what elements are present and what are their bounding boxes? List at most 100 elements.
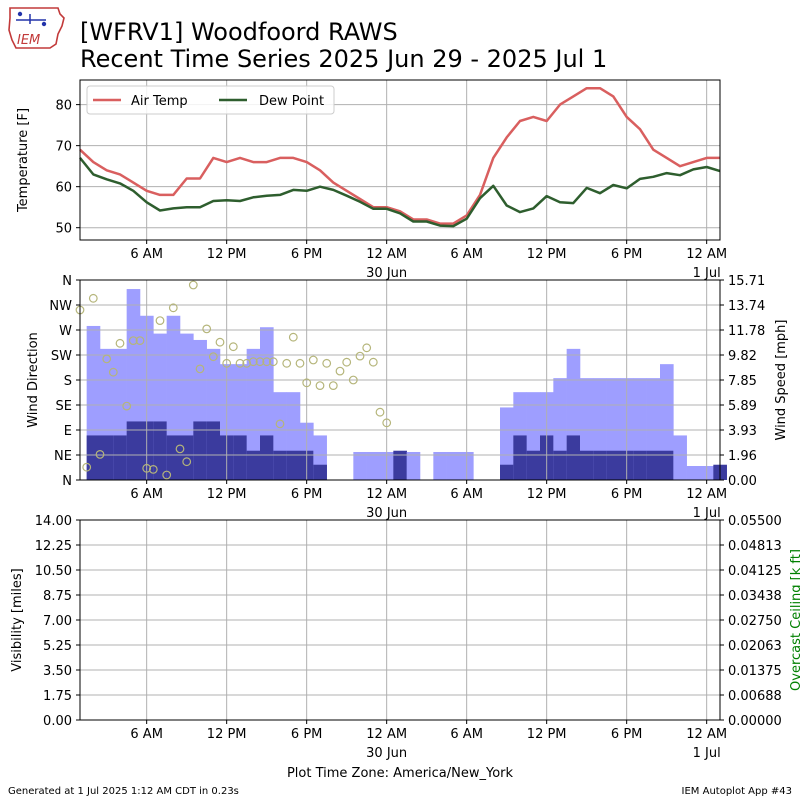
y-tick-label: SE (56, 399, 72, 414)
wind-direction-point (142, 463, 152, 473)
gust-bar (406, 451, 421, 480)
speed-bar (593, 450, 607, 480)
y-axis-label: Visibility [miles] (10, 568, 25, 671)
y2-tick-label: 3.93 (728, 424, 757, 439)
wind-direction-point (162, 470, 172, 480)
x-tick-label: 12 PM (527, 727, 567, 742)
speed-bar (646, 450, 661, 480)
y2-axis-label: Overcast Ceiling [k ft] (789, 549, 800, 691)
x-tick-label: 12 PM (527, 247, 567, 262)
y-tick-label: 1.75 (43, 689, 72, 704)
y2-tick-label: 9.82 (728, 349, 757, 364)
y-tick-label: 3.50 (43, 664, 72, 679)
speed-bar (500, 464, 514, 480)
wind-direction-point (368, 357, 378, 367)
series-line-dew-point (79, 157, 721, 228)
y-tick-label: 60 (55, 181, 72, 196)
x-tick-sublabel: 30 Jun (366, 266, 407, 281)
legend-label-air-temp: Air Temp (131, 94, 188, 109)
wind-direction-point (168, 303, 178, 313)
wind-direction-point (148, 465, 158, 474)
app-note: IEM Autoplot App #43 (682, 786, 792, 797)
y-tick-label: 50 (55, 222, 72, 237)
x-tick-sublabel: 30 Jun (366, 506, 407, 521)
y2-tick-label: 0.02063 (728, 639, 782, 654)
iem-logo-text: IEM (17, 33, 40, 48)
y2-tick-label: 0.03438 (728, 589, 782, 604)
x-tick-label: 6 AM (450, 247, 483, 262)
generated-note: Generated at 1 Jul 2025 1:12 AM CDT in 0… (8, 786, 239, 797)
wind-direction-point (128, 336, 138, 346)
wind-direction-point (248, 357, 258, 367)
y-tick-label: NE (54, 449, 72, 464)
wind-direction-point (282, 358, 292, 368)
y2-tick-label: 0.00 (728, 474, 757, 489)
y-axis-label: Wind Direction (26, 332, 41, 428)
wind-direction-point (242, 358, 252, 368)
speed-bar (126, 421, 141, 480)
x-tick-label: 6 PM (291, 487, 322, 502)
gust-bar (353, 451, 367, 480)
wind-direction-point (215, 337, 225, 347)
y-tick-label: 70 (55, 140, 72, 155)
wind-direction-point (342, 357, 352, 367)
x-tick-sublabel: 1 Jul (693, 266, 721, 281)
speed-bar (286, 450, 301, 480)
wind-direction-point (175, 444, 185, 454)
wind-direction-point (228, 342, 238, 352)
gust-bar (366, 451, 381, 480)
wind-direction-point (275, 419, 285, 429)
y-tick-label: 12.25 (35, 539, 72, 554)
speed-bar (166, 435, 181, 480)
wind-panel: 6 AM 12 PM 6 PM 12 AM 30 Jun 6 AM 12 PM 6 PM 12 … (26, 274, 789, 521)
wind-direction-point (115, 338, 125, 348)
wind-direction-point (88, 293, 98, 303)
x-tick-label: 12 AM (686, 487, 727, 502)
speed-bar (526, 450, 541, 480)
y-tick-label: 14.00 (35, 514, 72, 529)
speed-bar (633, 450, 647, 480)
wind-direction-point (82, 462, 92, 472)
y2-tick-label: 0.04813 (728, 539, 782, 554)
x-tick-label: 12 PM (207, 247, 247, 262)
y2-tick-label: 5.89 (728, 399, 757, 414)
wind-direction-point (375, 407, 385, 417)
wind-direction-point (102, 354, 112, 364)
wind-direction-point (308, 355, 318, 365)
wind-direction-point (255, 357, 265, 367)
y2-tick-label: 0.05500 (728, 514, 782, 529)
gust-bar (673, 435, 687, 480)
wind-direction-point (122, 401, 132, 411)
x-tick-label: 12 AM (366, 487, 407, 502)
wind-direction-point (202, 324, 212, 334)
x-tick-label: 6 AM (130, 247, 163, 262)
y-tick-label: 5.25 (43, 639, 72, 654)
wind-direction-point (348, 375, 358, 385)
y-axis-label: Temperature [F] (16, 108, 31, 213)
x-tick-label: 6 PM (291, 247, 322, 262)
speed-bar (580, 450, 594, 480)
speed-bar (313, 464, 327, 480)
y2-tick-label: 1.96 (728, 449, 757, 464)
speed-bar (246, 450, 261, 480)
wind-direction-point (108, 367, 118, 377)
speed-bar (393, 450, 407, 480)
speed-bar (553, 450, 567, 480)
y-tick-label: 8.75 (43, 589, 72, 604)
y-tick-label: 80 (55, 99, 72, 114)
speed-bar (193, 421, 207, 480)
y-tick-label: N (62, 274, 72, 289)
y2-tick-label: 0.02750 (728, 614, 782, 629)
wind-direction-point (95, 450, 105, 459)
wind-direction-point (195, 364, 205, 374)
speed-bar (260, 435, 274, 480)
wind-direction-point (155, 316, 165, 326)
legend-box (86, 85, 335, 115)
wind-direction-point (222, 358, 232, 368)
y-tick-label: 10.50 (35, 564, 72, 579)
y2-axis-label: Wind Speed [mph] (774, 320, 789, 441)
x-tick-label: 6 AM (450, 487, 483, 502)
x-tick-sublabel: 30 Jun (366, 746, 407, 761)
x-tick-label: 12 AM (366, 247, 407, 262)
